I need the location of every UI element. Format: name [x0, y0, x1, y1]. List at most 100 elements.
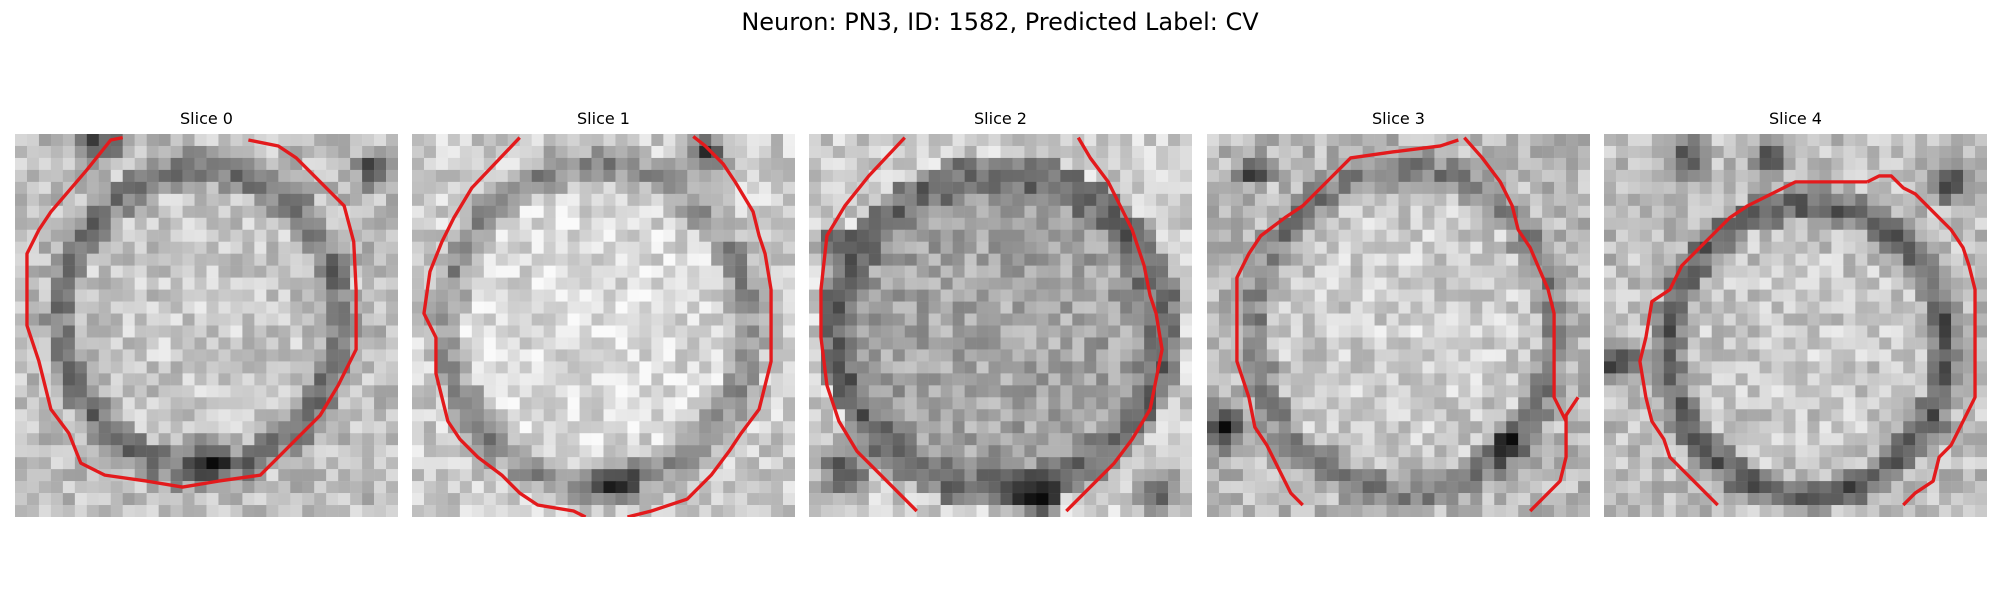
pixel-cell [1278, 457, 1292, 470]
pixel-cell [1120, 349, 1133, 362]
pixel-cell [74, 361, 88, 374]
pixel-cell [1723, 445, 1736, 458]
pixel-cell [1651, 445, 1665, 458]
pixel-cell [1771, 265, 1784, 278]
pixel-cell [435, 265, 449, 278]
pixel-cell [771, 181, 784, 195]
pixel-cell [1180, 421, 1192, 434]
pixel-cell [663, 361, 676, 374]
pixel-cell [1903, 337, 1916, 350]
pixel-cell [651, 134, 664, 147]
pixel-cell [1482, 301, 1495, 314]
pixel-cell [916, 469, 929, 482]
pixel-cell [38, 169, 52, 183]
pixel-cell [146, 253, 159, 266]
pixel-cell [856, 301, 870, 314]
pixel-cell [471, 265, 485, 278]
pixel-cell [206, 229, 219, 242]
pixel-cell [988, 157, 1001, 171]
pixel-cell [1783, 157, 1796, 171]
pixel-cell [338, 169, 351, 183]
pixel-cell [1759, 169, 1772, 183]
pixel-cell [1314, 361, 1327, 374]
pixel-cell [1072, 433, 1085, 446]
pixel-cell [1218, 481, 1232, 494]
pixel-cell [170, 337, 183, 350]
pixel-cell [242, 157, 255, 171]
pixel-cell [639, 349, 652, 362]
pixel-cell [916, 301, 929, 314]
pixel-cell [1266, 397, 1280, 410]
pixel-cell [651, 385, 664, 398]
pixel-cell [50, 361, 64, 374]
pixel-cell [1566, 253, 1579, 266]
pixel-cell [1168, 313, 1181, 326]
pixel-cell [134, 181, 147, 195]
pixel-cell [1783, 385, 1796, 398]
pixel-cell [964, 313, 977, 326]
pixel-cell [603, 445, 616, 458]
pixel-cell [1120, 385, 1133, 398]
pixel-cell [916, 313, 929, 326]
pixel-cell [809, 169, 822, 183]
pixel-cell [374, 421, 387, 434]
pixel-cell [278, 361, 291, 374]
pixel-cell [74, 265, 88, 278]
pixel-cell [1326, 241, 1339, 254]
pixel-cell [1482, 265, 1495, 278]
pixel-cell [412, 421, 425, 434]
pixel-cell [1843, 277, 1856, 290]
pixel-cell [50, 313, 64, 326]
pixel-cell [1807, 157, 1820, 171]
pixel-cell [1362, 457, 1375, 470]
pixel-cell [386, 409, 398, 422]
pixel-cell [1000, 481, 1013, 494]
pixel-cell [86, 169, 100, 183]
pixel-cell [1747, 265, 1760, 278]
pixel-cell [1218, 241, 1232, 254]
pixel-cell [735, 493, 748, 506]
pixel-cell [1012, 181, 1025, 195]
pixel-cell [783, 457, 795, 470]
pixel-cell [1458, 481, 1471, 494]
pixel-cell [1207, 397, 1220, 410]
pixel-cell [809, 193, 822, 207]
pixel-cell [1831, 277, 1844, 290]
pixel-cell [1687, 457, 1700, 470]
pixel-cell [1578, 205, 1590, 219]
pixel-cell [1218, 397, 1232, 410]
pixel-cell [591, 325, 604, 338]
pixel-cell [1207, 145, 1220, 159]
pixel-cell [1843, 217, 1856, 230]
pixel-cell [747, 397, 760, 410]
pixel-cell [868, 445, 882, 458]
pixel-cell [567, 397, 580, 410]
pixel-cell [182, 181, 195, 195]
pixel-cell [15, 301, 28, 314]
pixel-cell [74, 313, 88, 326]
pixel-cell [1338, 265, 1351, 278]
pixel-cell [783, 397, 795, 410]
pixel-cell [1687, 157, 1700, 171]
pixel-cell [1132, 385, 1145, 398]
pixel-cell [122, 349, 135, 362]
pixel-cell [266, 469, 279, 482]
pixel-cell [1144, 145, 1157, 159]
pixel-cell [1891, 217, 1904, 230]
pixel-cell [651, 433, 664, 446]
pixel-cell [1578, 337, 1590, 350]
pixel-cell [290, 337, 303, 350]
pixel-cell [386, 361, 398, 374]
pixel-cell [832, 481, 846, 494]
pixel-cell [880, 301, 894, 314]
pixel-cell [206, 445, 219, 458]
pixel-cell [723, 313, 736, 326]
pixel-cell [880, 421, 894, 434]
pixel-cell [699, 301, 712, 314]
pixel-cell [1048, 134, 1061, 147]
pixel-cell [880, 361, 894, 374]
pixel-cell [904, 181, 917, 195]
pixel-cell [1903, 134, 1916, 147]
pixel-cell [1566, 361, 1579, 374]
pixel-cell [158, 397, 171, 410]
